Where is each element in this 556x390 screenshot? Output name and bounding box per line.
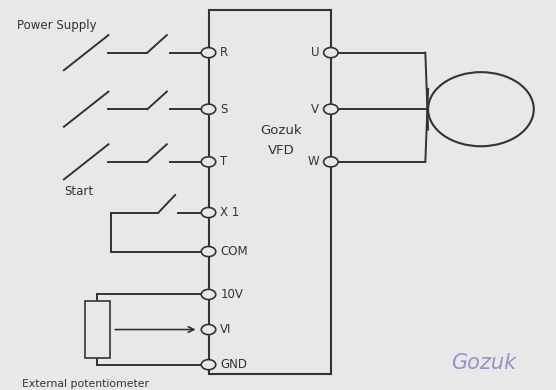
Text: Gozuk: Gozuk — [451, 353, 517, 373]
Circle shape — [201, 48, 216, 58]
Circle shape — [201, 324, 216, 335]
Text: 10V: 10V — [220, 288, 243, 301]
Bar — [208, 10, 331, 374]
Circle shape — [428, 72, 534, 146]
Text: VI: VI — [220, 323, 231, 336]
Circle shape — [201, 289, 216, 300]
Text: M3~: M3~ — [465, 102, 497, 116]
Circle shape — [201, 104, 216, 114]
Text: S: S — [220, 103, 227, 116]
Circle shape — [324, 104, 338, 114]
Text: Start: Start — [64, 184, 93, 198]
Text: GND: GND — [220, 358, 247, 371]
Circle shape — [324, 48, 338, 58]
Circle shape — [201, 246, 216, 257]
Text: External potentiometer: External potentiometer — [22, 379, 149, 389]
Text: U: U — [311, 46, 319, 59]
Bar — [85, 301, 110, 358]
Circle shape — [201, 360, 216, 370]
Text: X 1: X 1 — [220, 206, 240, 219]
Text: T: T — [220, 155, 227, 168]
Text: VFD: VFD — [267, 144, 294, 157]
Circle shape — [201, 157, 216, 167]
Text: R: R — [220, 46, 229, 59]
Text: Power Supply: Power Supply — [17, 19, 96, 32]
Circle shape — [324, 157, 338, 167]
Circle shape — [201, 207, 216, 218]
Text: Gozuk: Gozuk — [260, 124, 301, 137]
Text: V: V — [311, 103, 319, 116]
Text: W: W — [307, 155, 319, 168]
Text: COM: COM — [220, 245, 248, 258]
